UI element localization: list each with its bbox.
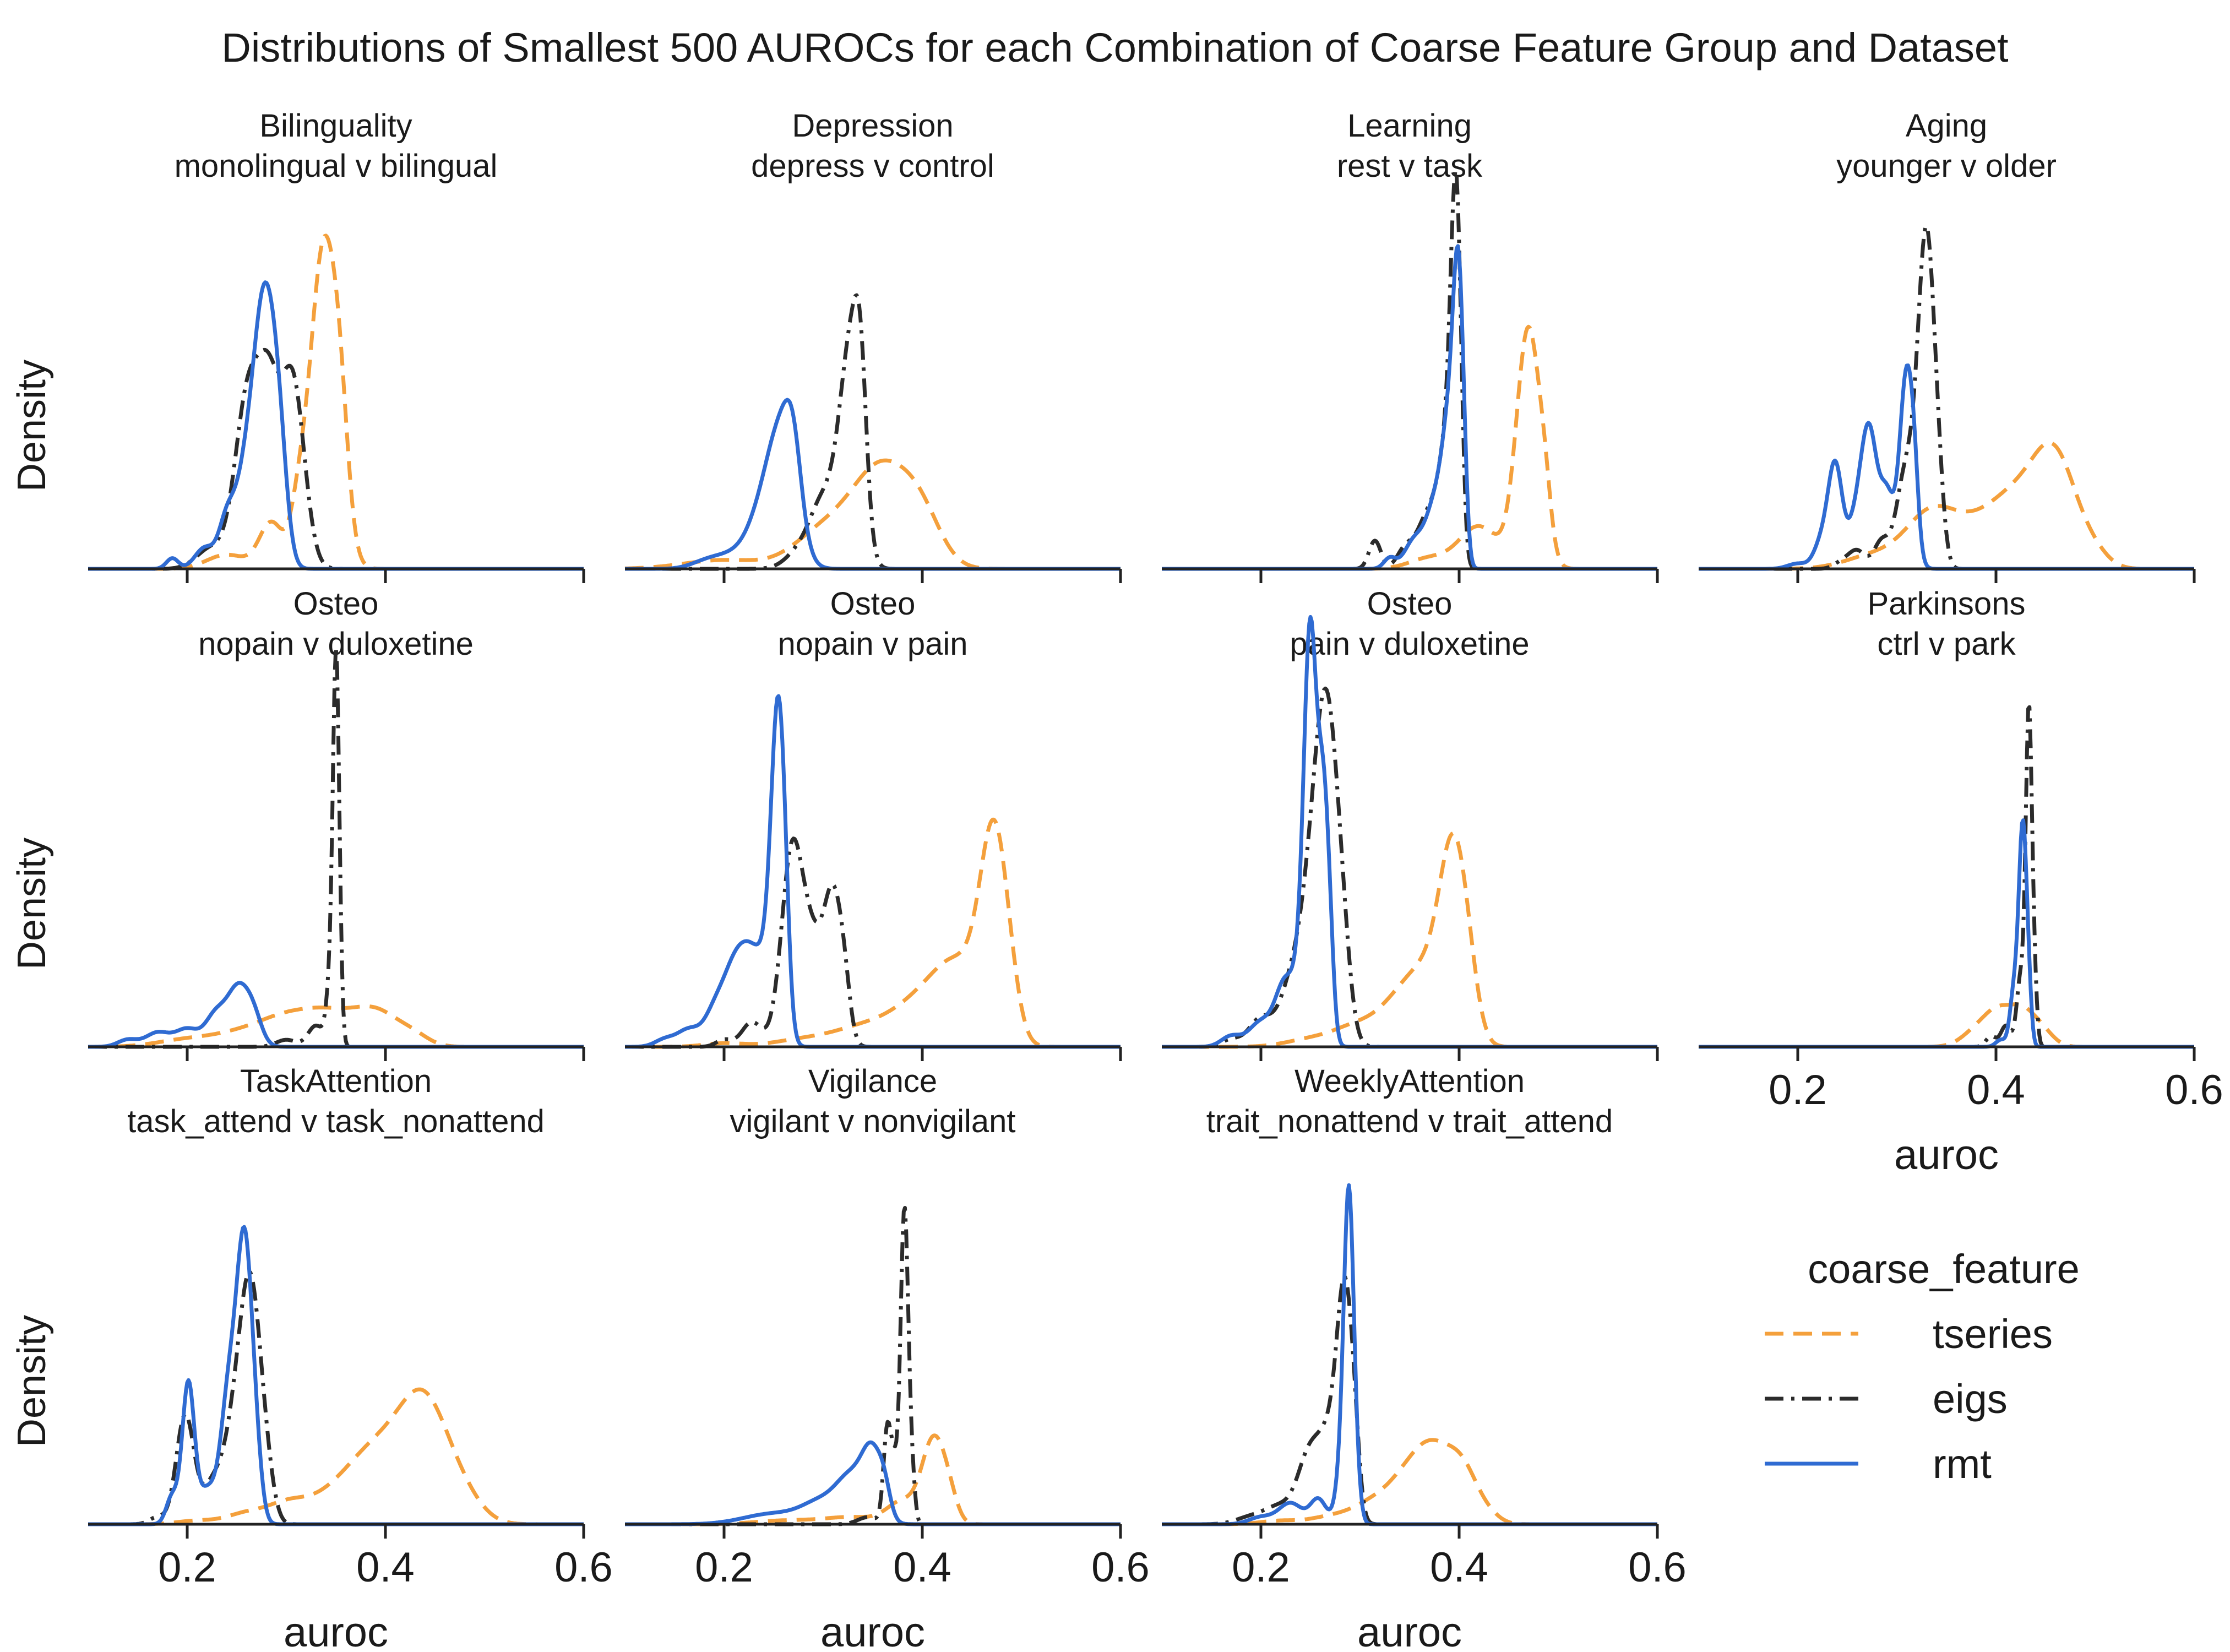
legend-label-eigs: eigs: [1933, 1376, 2008, 1422]
series-line-rmt: [87, 280, 585, 571]
facet-dataset-label: TaskAttention: [240, 1063, 432, 1099]
facet-7: Parkinsons ctrl v park 0.2 0.4 0.6 auroc: [1698, 586, 2223, 1178]
y-axis-label: Density: [10, 360, 54, 492]
series-line-tseries: [624, 1433, 1122, 1526]
facet-dataset-label: Osteo: [830, 586, 916, 622]
facet-comparison-label: ctrl v park: [1877, 626, 2016, 662]
x-tick-label: 0.4: [1430, 1544, 1488, 1591]
facet-comparison-label: trait_nonattend v trait_attend: [1206, 1104, 1613, 1139]
series-line-tseries: [624, 817, 1122, 1049]
series-line-eigs: [87, 347, 585, 571]
facet-dataset-label: Bilinguality: [259, 108, 412, 144]
x-tick-label: 0.2: [695, 1544, 753, 1591]
x-tick-label: 0.4: [1967, 1067, 2025, 1113]
facet-comparison-label: depress v control: [751, 148, 994, 184]
facet-1: Depression depress v control: [624, 108, 1122, 583]
x-tick-label: 0.4: [356, 1544, 415, 1591]
facet-dataset-label: Aging: [1906, 108, 1987, 144]
series-line-tseries: [87, 1387, 585, 1526]
facet-dataset-label: Osteo: [1367, 586, 1453, 622]
x-axis-label: auroc: [1894, 1132, 1999, 1178]
facet-5: Osteo nopain v pain: [624, 586, 1122, 1061]
y-axis-label: Density: [10, 838, 54, 970]
series-line-tseries: [87, 1004, 585, 1049]
series-line-tseries: [1161, 831, 1658, 1049]
legend-label-tseries: tseries: [1933, 1311, 2053, 1357]
legend-title: coarse_feature: [1808, 1246, 2080, 1292]
facet-comparison-label: monolingual v bilingual: [175, 148, 498, 184]
series-line-eigs: [87, 644, 585, 1049]
facet-comparison-label: vigilant v nonvigilant: [730, 1104, 1015, 1139]
x-tick-label: 0.2: [1769, 1067, 1827, 1113]
series-line-tseries: [1161, 1438, 1658, 1526]
facet-dataset-label: Vigilance: [808, 1063, 937, 1099]
series-line-rmt: [87, 1225, 585, 1526]
facet-dataset-label: Parkinsons: [1868, 586, 2026, 622]
series-line-tseries: [1698, 441, 2195, 571]
x-tick-label: 0.6: [554, 1544, 613, 1591]
x-axis-label: auroc: [1357, 1609, 1462, 1652]
x-axis-label: auroc: [284, 1609, 388, 1652]
series-line-eigs: [624, 293, 1122, 571]
series-line-eigs: [624, 1206, 1122, 1526]
series-line-rmt: [624, 694, 1122, 1049]
facet-10: WeeklyAttention trait_nonattend v trait_a…: [1161, 1063, 1687, 1652]
y-axis-label: Density: [10, 1315, 54, 1447]
figure-title: Distributions of Smallest 500 AUROCs for…: [221, 25, 2009, 70]
series-line-rmt: [624, 1440, 1122, 1526]
series-line-eigs: [1698, 705, 2195, 1049]
series-line-eigs: [624, 836, 1122, 1049]
facet-grid: Bilinguality monolingual v bilingual Densi…: [10, 108, 2223, 1652]
facet-dataset-label: Osteo: [293, 586, 379, 622]
facet-0: Bilinguality monolingual v bilingual Densi…: [10, 108, 585, 583]
series-line-rmt: [87, 981, 585, 1049]
series-line-eigs: [1698, 224, 2195, 571]
facet-comparison-label: pain v duloxetine: [1290, 626, 1529, 662]
facet-3: Aging younger v older: [1698, 108, 2196, 583]
facet-6: Osteo pain v duloxetine: [1161, 586, 1659, 1061]
x-tick-label: 0.6: [1628, 1544, 1687, 1591]
series-line-eigs: [1161, 1275, 1658, 1526]
facet-comparison-label: rest v task: [1337, 148, 1483, 184]
x-tick-label: 0.6: [2165, 1067, 2223, 1113]
series-line-tseries: [87, 233, 585, 571]
facet-comparison-label: younger v older: [1836, 148, 2057, 184]
facet-dataset-label: Depression: [792, 108, 953, 144]
x-tick-label: 0.2: [158, 1544, 216, 1591]
series-line-eigs: [1161, 168, 1658, 571]
series-line-eigs: [1161, 686, 1658, 1049]
legend-label-rmt: rmt: [1933, 1441, 1992, 1487]
x-axis-label: auroc: [820, 1609, 925, 1652]
x-tick-label: 0.2: [1232, 1544, 1290, 1591]
facet-dataset-label: WeeklyAttention: [1295, 1063, 1525, 1099]
x-tick-label: 0.6: [1091, 1544, 1150, 1591]
series-line-eigs: [87, 1269, 585, 1526]
series-line-rmt: [1161, 1183, 1658, 1526]
series-line-tseries: [1161, 324, 1658, 571]
facet-2: Learning rest v task: [1161, 108, 1659, 583]
series-line-tseries: [1698, 1002, 2195, 1049]
series-line-rmt: [1161, 244, 1658, 571]
facet-dataset-label: Learning: [1347, 108, 1472, 144]
facet-9: Vigilance vigilant v nonvigilant 0.2 0.4 0.6…: [624, 1063, 1150, 1652]
series-line-rmt: [1698, 818, 2195, 1049]
x-tick-label: 0.4: [893, 1544, 951, 1591]
facet-comparison-label: nopain v pain: [777, 626, 967, 662]
series-line-rmt: [1161, 615, 1658, 1049]
series-line-tseries: [624, 458, 1122, 571]
facet-8: TaskAttention task_attend v task_nonatten…: [10, 1063, 613, 1652]
facet-comparison-label: task_attend v task_nonattend: [127, 1104, 545, 1139]
